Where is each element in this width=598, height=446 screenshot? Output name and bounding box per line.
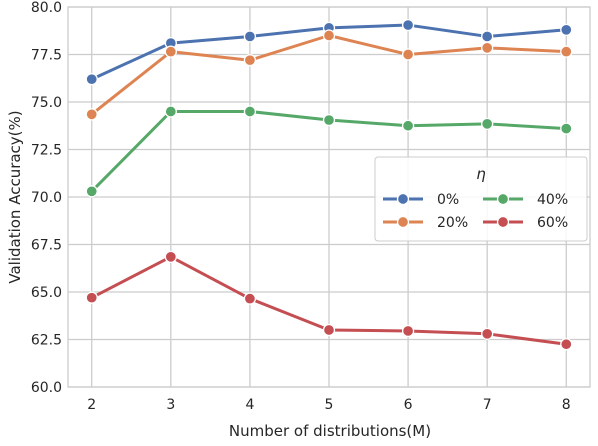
series-40-pct (85, 105, 573, 198)
legend-entry: 60% (483, 215, 568, 231)
y-tick-label: 77.5 (31, 48, 62, 64)
legend-marker (496, 215, 510, 229)
legend-entry: 40% (483, 192, 568, 208)
series-60-pct (85, 250, 573, 351)
legend-entry: 0% (383, 192, 459, 208)
y-axis-label: Validation Accuracy(%) (6, 110, 24, 283)
legend-label: 60% (537, 215, 568, 231)
data-point (243, 54, 257, 67)
data-point (243, 30, 257, 43)
y-tick-label: 72.5 (31, 143, 62, 159)
data-point (243, 292, 257, 305)
y-tick-label: 62.5 (31, 333, 62, 349)
legend-marker (396, 215, 410, 229)
legend-title: η (476, 165, 486, 183)
legend-box (374, 156, 588, 242)
data-point (481, 41, 494, 54)
x-tick-label: 2 (87, 397, 96, 413)
data-point (85, 73, 98, 86)
y-tick-label: 75.0 (31, 95, 62, 111)
x-tick-label: 8 (562, 397, 571, 413)
legend-marker (396, 192, 410, 206)
x-tick-label: 3 (166, 397, 175, 413)
x-tick-label: 5 (325, 397, 334, 413)
data-point (401, 119, 415, 132)
data-point (85, 108, 98, 121)
data-point (401, 18, 415, 32)
data-point (560, 23, 573, 36)
plot-frame (67, 6, 591, 388)
data-point (164, 45, 177, 58)
legend-label: 20% (437, 215, 468, 231)
y-tick-label: 80.0 (31, 0, 62, 16)
legend-entry: 20% (383, 215, 468, 231)
y-tick-label: 70.0 (31, 190, 62, 206)
legend-label: 0% (437, 192, 459, 208)
series-0-pct (85, 18, 573, 86)
data-point (560, 45, 573, 58)
y-tick-label: 67.5 (31, 238, 62, 254)
legend: η 0% 20% 40% 60% (374, 156, 588, 242)
series-layer (85, 18, 573, 351)
data-point (481, 327, 494, 340)
data-point (401, 324, 415, 338)
x-tick-label: 4 (245, 397, 254, 413)
series-20-pct (85, 29, 573, 121)
data-point (243, 105, 257, 118)
data-point (85, 185, 98, 198)
data-point (85, 291, 98, 304)
data-point (401, 48, 415, 61)
y-tick-label: 60.0 (31, 380, 62, 396)
data-point (560, 338, 573, 351)
data-point (322, 29, 336, 42)
data-point (164, 105, 177, 118)
data-point (560, 122, 573, 135)
data-point (481, 30, 494, 43)
data-point (322, 113, 336, 127)
data-point (164, 250, 177, 264)
legend-label: 40% (537, 192, 568, 208)
legend-entries: 0% 20% 40% 60% (383, 192, 568, 231)
data-point (322, 323, 336, 337)
tick-layer: 60.0 62.5 65.0 67.5 70.0 72.5 75.0 77.5 80.0 2 3 4 5… (31, 0, 571, 413)
y-tick-label: 65.0 (31, 285, 62, 301)
x-axis-label: Number of distributions(M) (229, 422, 431, 440)
data-point (481, 117, 494, 130)
legend-marker (496, 192, 510, 206)
x-tick-label: 6 (404, 397, 413, 413)
x-tick-label: 7 (483, 397, 492, 413)
